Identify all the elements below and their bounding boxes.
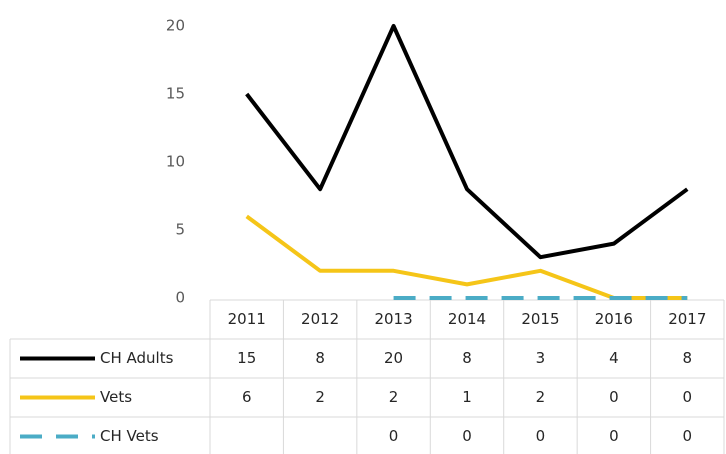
- y-tick-label: 15: [166, 85, 185, 103]
- table-value: 0: [609, 388, 619, 406]
- series-line: [245, 214, 688, 300]
- x-tick-label: 2012: [301, 310, 339, 328]
- table-value: 6: [242, 388, 252, 406]
- y-tick-label: 10: [166, 153, 185, 171]
- table-value: 20: [384, 349, 403, 367]
- table-value: 2: [536, 388, 546, 406]
- legend-label: Vets: [100, 388, 132, 406]
- legend-label: CH Vets: [100, 427, 159, 445]
- x-tick-label: 2013: [374, 310, 412, 328]
- table-value: 0: [536, 427, 546, 445]
- table-value: 1: [462, 388, 472, 406]
- y-tick-label: 5: [175, 221, 185, 239]
- table-value: 8: [683, 349, 693, 367]
- table-value: 8: [315, 349, 325, 367]
- series-line: [245, 24, 689, 260]
- y-tick-label: 20: [166, 17, 185, 35]
- table-value: 0: [683, 427, 693, 445]
- table-value: 4: [609, 349, 619, 367]
- table-value: 2: [389, 388, 399, 406]
- x-tick-label: 2017: [668, 310, 706, 328]
- y-tick-label: 0: [175, 289, 185, 307]
- x-tick-label: 2015: [521, 310, 559, 328]
- table-value: 8: [462, 349, 472, 367]
- table-value: 0: [683, 388, 693, 406]
- table-value: 15: [237, 349, 256, 367]
- table-value: 3: [536, 349, 546, 367]
- x-tick-label: 2016: [595, 310, 633, 328]
- legend-label: CH Adults: [100, 349, 174, 367]
- table-value: 0: [462, 427, 472, 445]
- table-value: 0: [609, 427, 619, 445]
- table-value: 0: [389, 427, 399, 445]
- x-tick-label: 2014: [448, 310, 486, 328]
- x-tick-label: 2011: [228, 310, 266, 328]
- table-value: 2: [315, 388, 325, 406]
